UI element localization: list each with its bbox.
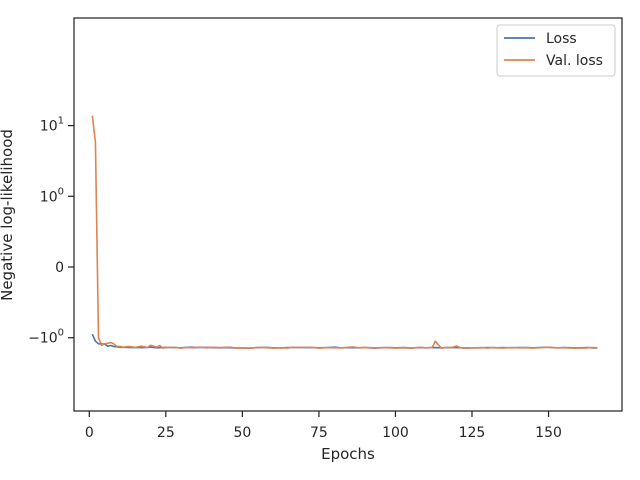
y-tick-label: 101 bbox=[40, 116, 64, 135]
legend: Loss Val. loss bbox=[496, 24, 616, 77]
x-axis-label: Epochs bbox=[321, 445, 375, 463]
x-tick-label: 100 bbox=[382, 425, 409, 441]
x-tick-label: 150 bbox=[535, 425, 562, 441]
y-tick-label: 0 bbox=[55, 260, 64, 276]
x-tick-label: 125 bbox=[459, 425, 486, 441]
y-axis-label: Negative log-likelihood bbox=[0, 129, 16, 301]
y-axis: 101 100 0 −100 bbox=[28, 116, 74, 347]
y-tick-label: −100 bbox=[28, 328, 64, 347]
plot-area bbox=[74, 18, 622, 411]
x-tick-label: 50 bbox=[233, 425, 251, 441]
x-tick-label: 25 bbox=[157, 425, 175, 441]
x-tick-label: 0 bbox=[85, 425, 94, 441]
series-line-val-loss bbox=[91, 115, 598, 349]
x-tick-label: 75 bbox=[310, 425, 328, 441]
series-layer bbox=[91, 115, 598, 350]
y-tick-label: 100 bbox=[40, 186, 64, 205]
legend-label-val-loss: Val. loss bbox=[546, 53, 603, 69]
legend-label-loss: Loss bbox=[546, 31, 577, 47]
x-axis: 0 25 50 75 100 125 150 bbox=[85, 411, 562, 441]
plot-frame bbox=[73, 17, 623, 412]
